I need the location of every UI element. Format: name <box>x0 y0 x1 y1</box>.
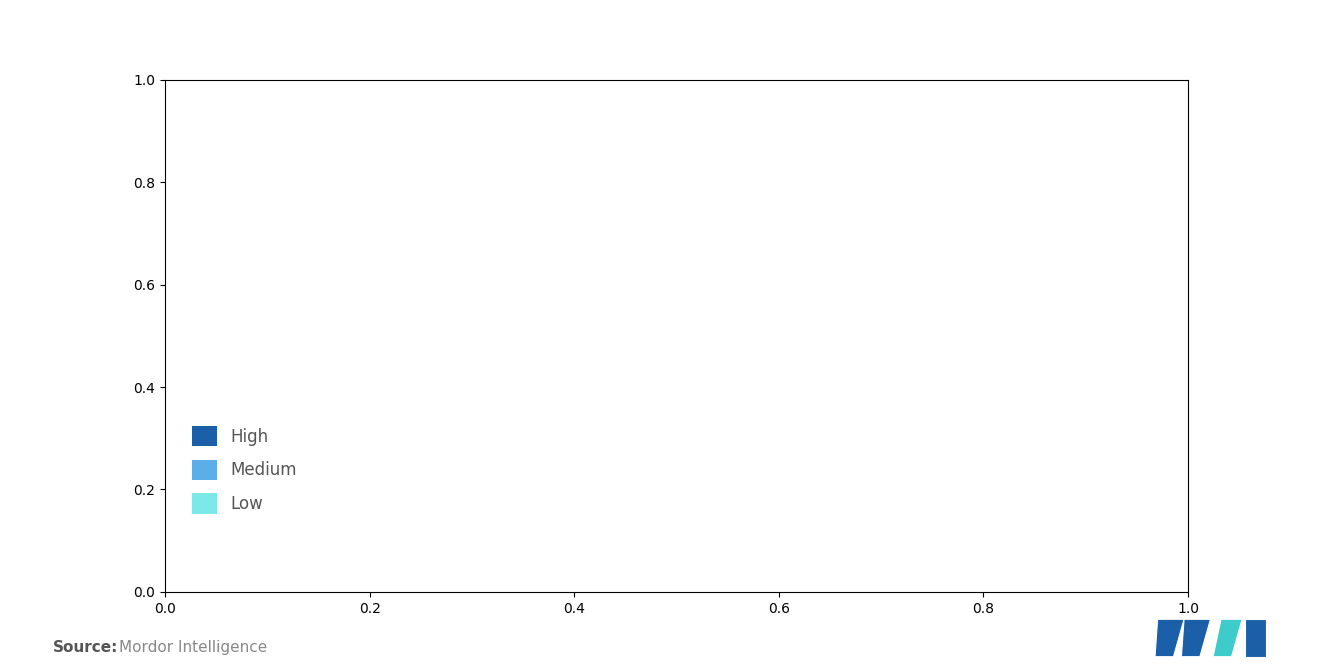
Text: Source:: Source: <box>53 640 119 655</box>
Polygon shape <box>1213 619 1242 657</box>
Polygon shape <box>1245 619 1266 657</box>
Text: Mordor Intelligence: Mordor Intelligence <box>119 640 267 655</box>
Polygon shape <box>1181 619 1210 657</box>
Polygon shape <box>1155 619 1184 657</box>
Legend: High, Medium, Low: High, Medium, Low <box>183 418 305 522</box>
